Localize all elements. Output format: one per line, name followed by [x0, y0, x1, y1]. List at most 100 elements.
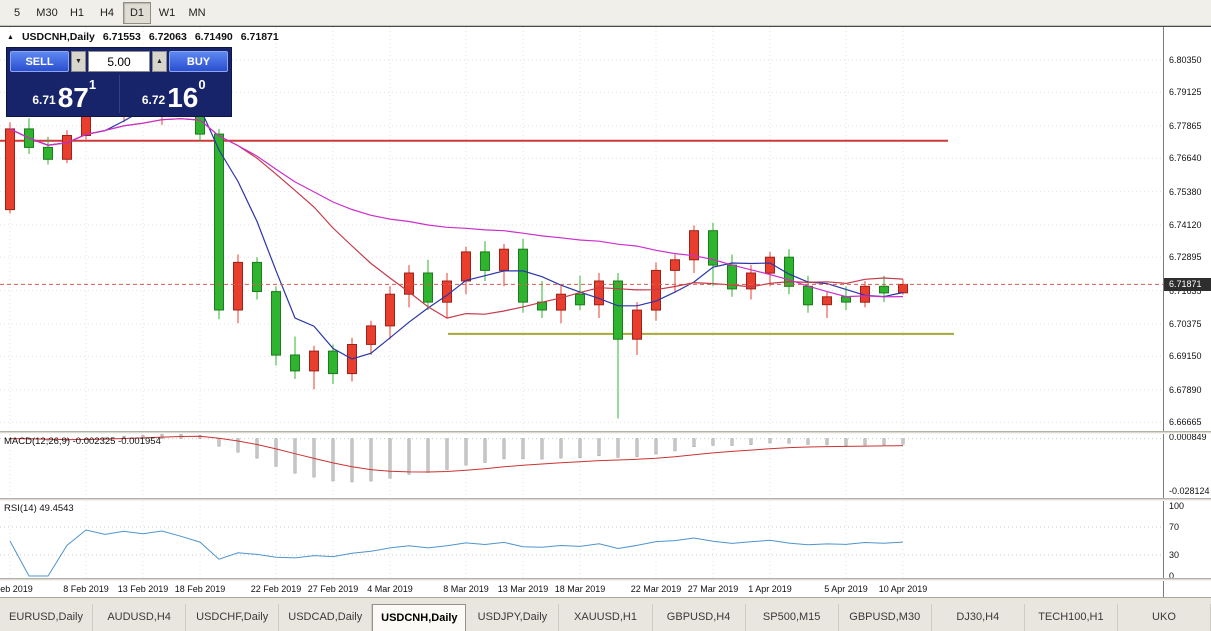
- candle: [746, 272, 756, 290]
- chart-tab-tech100-h1[interactable]: TECH100,H1: [1025, 604, 1118, 631]
- rsi-canvas[interactable]: [0, 501, 1163, 578]
- main-chart-canvas[interactable]: [0, 27, 1163, 431]
- timeframe-button-h4[interactable]: H4: [99, 6, 115, 19]
- price-axis-label: 6.66665: [1169, 417, 1202, 427]
- x-axis-date-label: 27 Feb 2019: [307, 584, 359, 594]
- chart-tab-gbpusd-h4[interactable]: GBPUSD,H4: [653, 604, 746, 631]
- chart-tab-usdcnh-daily[interactable]: USDCNH,Daily: [372, 604, 467, 631]
- candle: [404, 272, 414, 295]
- price-axis-label: 6.74120: [1169, 220, 1202, 230]
- price-axis-label: 6.72895: [1169, 252, 1202, 262]
- macd-axis-label: -0.028124: [1169, 486, 1210, 496]
- panel-separator[interactable]: [0, 498, 1211, 501]
- candle: [62, 135, 72, 160]
- rsi-axis-label: 30: [1169, 550, 1180, 560]
- rsi-title: RSI(14): [4, 503, 37, 514]
- bid-price: 6.71 87 1: [10, 75, 119, 113]
- candle: [613, 280, 623, 340]
- candle: [556, 293, 566, 311]
- timeframe-button-mn[interactable]: MN: [188, 6, 206, 19]
- chart-tab-uko[interactable]: UKO: [1118, 604, 1211, 631]
- candle: [43, 146, 53, 160]
- chart-tab-eurusd-daily[interactable]: EURUSD,Daily: [0, 604, 94, 631]
- chart-collapse-icon[interactable]: ▲: [7, 33, 14, 41]
- candle: [233, 261, 243, 311]
- volume-input[interactable]: [88, 51, 150, 72]
- chart-tab-sp500-m15[interactable]: SP500,M15: [746, 604, 839, 631]
- chart-tab-dj30-h4[interactable]: DJ30,H4: [932, 604, 1025, 631]
- macd-label: MACD(12,26,9) -0.002325 -0.001954: [4, 436, 161, 447]
- timeframe-button-m30[interactable]: M30: [36, 6, 58, 19]
- candle: [252, 261, 262, 292]
- candle: [366, 325, 376, 345]
- candle: [271, 291, 281, 356]
- rsi-axis-label: 0: [1169, 571, 1175, 581]
- ask-price: 6.72 16 0: [118, 75, 229, 113]
- chart-window: 4 Feb 2019 8 Feb 2019 13 Feb 2019 18 Feb 20…: [0, 26, 1211, 597]
- timeframe-button-w1[interactable]: W1: [158, 6, 176, 19]
- x-axis-date-label: 10 Apr 2019: [878, 584, 928, 594]
- candle: [575, 293, 585, 306]
- macd-canvas[interactable]: [0, 434, 1163, 498]
- chart-tab-audusd-h4[interactable]: AUDUSD,H4: [93, 604, 187, 631]
- candle: [423, 272, 433, 303]
- candle: [632, 309, 642, 340]
- macd-title: MACD(12,26,9): [4, 436, 70, 447]
- chart-tab-usdcad-daily[interactable]: USDCAD,Daily: [279, 604, 373, 631]
- ohlc-high: 6.72063: [148, 31, 187, 43]
- price-axis-label: 6.80350: [1169, 55, 1202, 65]
- price-axis-label: 6.77865: [1169, 121, 1202, 131]
- candle: [328, 350, 338, 375]
- x-axis-date-label: 27 Mar 2019: [687, 584, 739, 594]
- ask-pip-digit: 0: [198, 77, 206, 92]
- buy-button[interactable]: BUY: [169, 51, 228, 72]
- candle: [290, 354, 300, 372]
- macd-values: -0.002325 -0.001954: [72, 436, 161, 447]
- candle: [898, 283, 908, 294]
- bid-big-digits: 87: [57, 82, 89, 113]
- chart-tab-gbpusd-m30[interactable]: GBPUSD,M30: [839, 604, 932, 631]
- price-axis-label: 6.69150: [1169, 351, 1202, 361]
- ohlc-close: 6.71871: [240, 31, 279, 43]
- x-axis-date-label: 8 Mar 2019: [443, 584, 489, 594]
- panel-separator[interactable]: [0, 431, 1211, 434]
- sell-button[interactable]: SELL: [10, 51, 69, 72]
- x-axis-date-label: 18 Mar 2019: [554, 584, 606, 594]
- candle: [879, 285, 889, 294]
- current-price-badge: 6.71871: [1164, 278, 1211, 291]
- timeframe-button-d1[interactable]: D1: [123, 1, 151, 24]
- timeframe-button-h1[interactable]: H1: [69, 6, 85, 19]
- x-axis-date-label: 22 Feb 2019: [250, 584, 302, 594]
- timeframe-button-5[interactable]: 5: [13, 6, 21, 19]
- chart-symbol-label: USDCNH,Daily: [21, 31, 95, 43]
- rsi-value: 49.4543: [39, 503, 74, 514]
- rsi-axis-label: 100: [1169, 501, 1185, 511]
- chart-tab-usdchf-daily[interactable]: USDCHF,Daily: [186, 604, 280, 631]
- chart-tab-xauusd-h1[interactable]: XAUUSD,H1: [559, 604, 653, 631]
- candle: [670, 259, 680, 271]
- time-axis[interactable]: 4 Feb 2019 8 Feb 2019 13 Feb 2019 18 Feb 20…: [0, 581, 1163, 597]
- price-axis-label: 6.79125: [1169, 87, 1202, 97]
- candle: [708, 230, 718, 266]
- volume-increase-button[interactable]: ▲: [152, 51, 167, 72]
- chart-title: ▲ USDCNH,Daily 6.71553 6.72063 6.71490 6…: [7, 31, 279, 43]
- x-axis-date-label: 13 Mar 2019: [497, 584, 549, 594]
- candle: [480, 251, 490, 271]
- candle: [822, 296, 832, 306]
- price-axis-label: 6.70375: [1169, 319, 1202, 329]
- candle: [803, 285, 813, 306]
- rsi-label: RSI(14) 49.4543: [4, 503, 74, 514]
- x-axis-date-label: 8 Feb 2019: [63, 584, 109, 594]
- price-axis-label: 6.75380: [1169, 187, 1202, 197]
- ohlc-low: 6.71490: [194, 31, 233, 43]
- rsi-axis-label: 70: [1169, 522, 1180, 532]
- chart-tab-usdjpy-daily[interactable]: USDJPY,Daily: [466, 604, 560, 631]
- panel-separator[interactable]: [0, 578, 1211, 581]
- volume-decrease-button[interactable]: ▼: [71, 51, 86, 72]
- ma-slow-line: [9, 118, 904, 298]
- ask-big-digits: 16: [167, 82, 199, 113]
- price-axis[interactable]: 6.71871 6.80350 6.79125 6.77865 6.76640 6.75…: [1163, 27, 1211, 597]
- x-axis-date-label: 5 Apr 2019: [824, 584, 868, 594]
- macd-axis-label: 0.000849: [1169, 432, 1207, 442]
